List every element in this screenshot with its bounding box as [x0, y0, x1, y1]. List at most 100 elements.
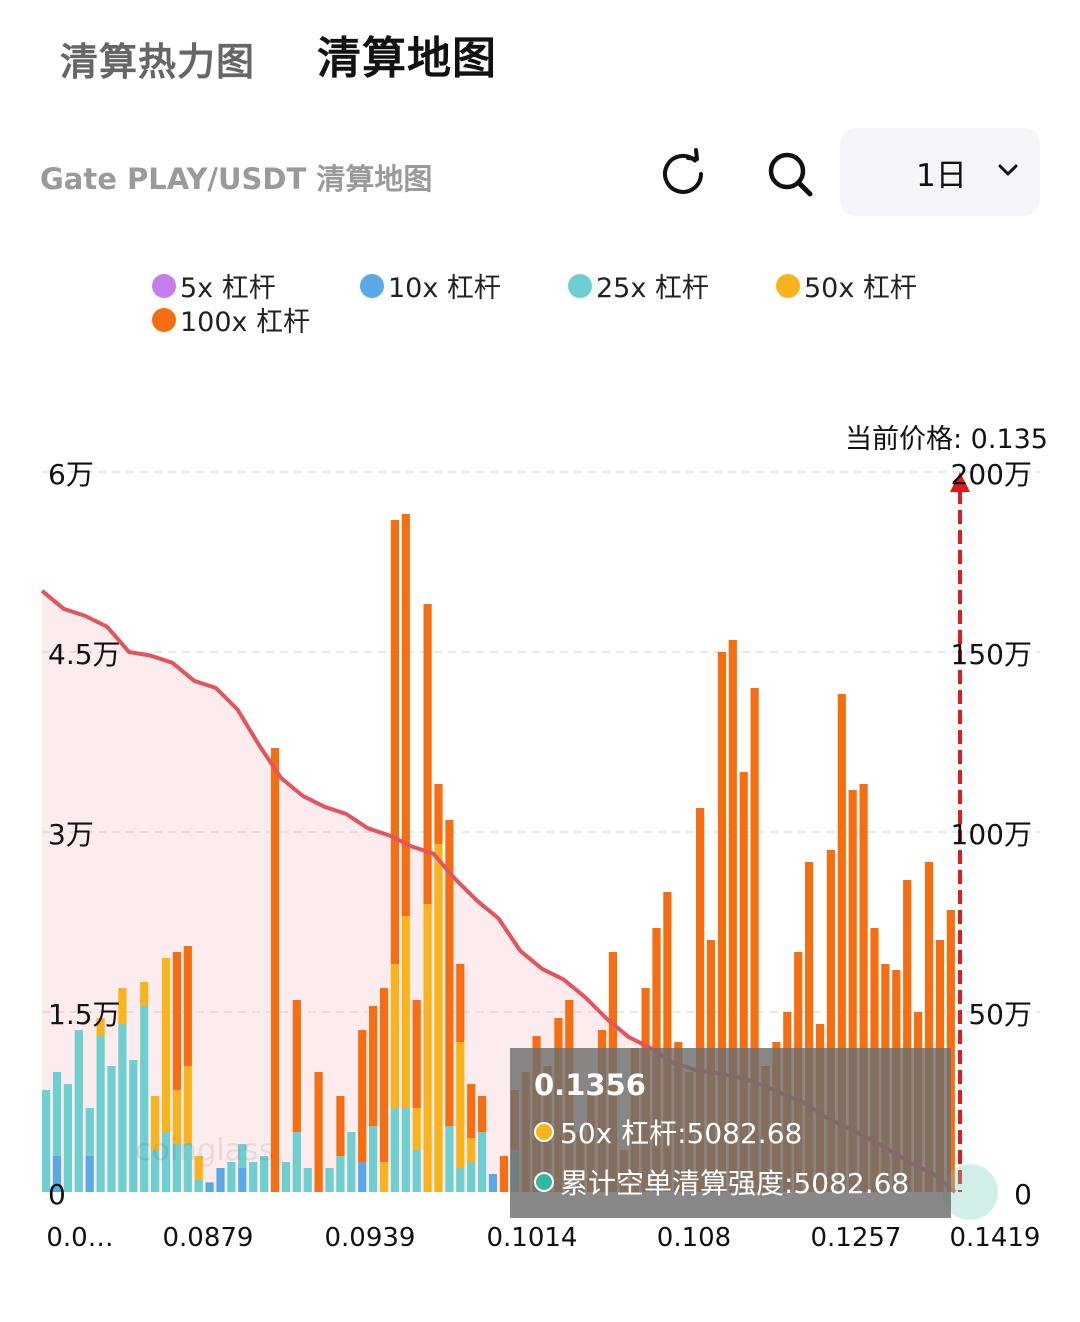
- x-tick-label: 0.0879: [163, 1223, 254, 1253]
- bar-segment: [903, 880, 912, 1192]
- y-right-tick-label: 100万: [951, 818, 1032, 851]
- chevron-down-icon: [996, 158, 1020, 186]
- bar-segment: [358, 1162, 367, 1192]
- bar-segment: [63, 1084, 72, 1192]
- bar-segment: [140, 1006, 149, 1192]
- bar-segment: [183, 946, 192, 1066]
- bar-segment: [478, 1132, 487, 1192]
- bar-segment: [118, 988, 127, 1024]
- y-right-tick-label: 50万: [968, 998, 1032, 1031]
- bar-segment: [303, 1168, 312, 1192]
- bar-segment: [412, 1108, 421, 1150]
- bar-segment: [826, 850, 835, 1192]
- legend-item-5x[interactable]: 5x 杠杆: [152, 266, 276, 305]
- bar-segment: [848, 790, 857, 1192]
- cumulative-area: [42, 590, 955, 1192]
- legend-swatch: [360, 273, 384, 298]
- bar-segment: [238, 1144, 247, 1168]
- current-price-label: 当前价格: 0.135: [845, 424, 1048, 455]
- legend-swatch: [152, 307, 176, 332]
- bar-segment: [456, 964, 465, 1042]
- bar-segment: [750, 688, 759, 1192]
- period-select[interactable]: 1日: [840, 128, 1040, 216]
- bar-segment: [401, 514, 410, 916]
- y-left-tick-label: 1.5万: [48, 998, 121, 1031]
- legend-label: 25x 杠杆: [596, 273, 709, 304]
- bar-segment: [194, 1180, 203, 1192]
- legend-item-50x[interactable]: 50x 杠杆: [776, 266, 917, 305]
- x-tick-label: 0.0939: [325, 1223, 416, 1253]
- y-right-tick-label: 0: [1014, 1178, 1032, 1211]
- bar-segment: [478, 1096, 487, 1132]
- bar-segment: [151, 1150, 160, 1192]
- bar-segment: [434, 844, 443, 1192]
- bar-segment: [369, 1006, 378, 1126]
- search-icon[interactable]: [762, 146, 818, 202]
- bar-segment: [336, 1096, 345, 1156]
- legend-item-100x[interactable]: 100x 杠杆: [152, 300, 310, 339]
- bar-segment: [107, 1066, 116, 1192]
- chart-subtitle: Gate PLAY/USDT 清算地图: [40, 162, 433, 196]
- bar-segment: [227, 1162, 236, 1192]
- legend-item-10x[interactable]: 10x 杠杆: [360, 266, 501, 305]
- bar-segment: [924, 862, 934, 1192]
- bar-segment: [467, 1138, 476, 1162]
- bar-segment: [499, 1156, 508, 1192]
- bar-segment: [412, 1150, 421, 1192]
- bar-segment: [194, 1156, 203, 1180]
- y-left-tick-label: 0: [48, 1178, 66, 1211]
- y-left-tick-label: 6万: [48, 458, 94, 491]
- bar-segment: [467, 1162, 476, 1192]
- bar-segment: [859, 784, 868, 1192]
- bar-segment: [314, 1072, 323, 1192]
- bar-segment: [423, 904, 432, 1192]
- bar-segment: [129, 1060, 138, 1192]
- x-tick-label: 0.0…: [46, 1223, 113, 1253]
- tab-liquidation-heatmap[interactable]: 清算热力图: [60, 40, 256, 84]
- bar-segment: [663, 892, 672, 1192]
- bar-segment: [390, 520, 399, 964]
- bar-segment: [488, 1174, 498, 1192]
- bar-segment: [183, 1066, 192, 1144]
- bar-segment: [205, 1182, 214, 1192]
- tooltip-row: 50x 杠杆:5082.68: [534, 1112, 927, 1152]
- bar-segment: [379, 1162, 389, 1192]
- legend-label: 100x 杠杆: [180, 307, 311, 338]
- bar-segment: [696, 808, 705, 1192]
- bar-segment: [249, 1162, 258, 1192]
- bar-segment: [216, 1168, 225, 1192]
- bar-segment: [52, 1156, 62, 1192]
- bar-segment: [423, 604, 432, 904]
- y-left-tick-label: 4.5万: [48, 638, 121, 671]
- tooltip-row-label: 累计空单清算强度:5082.68: [560, 1167, 910, 1200]
- y-right-tick-label: 150万: [951, 638, 1032, 671]
- legend-item-25x[interactable]: 25x 杠杆: [568, 266, 709, 305]
- bar-segment: [151, 1096, 160, 1150]
- bar-segment: [347, 1132, 356, 1192]
- bar-segment: [445, 820, 454, 1126]
- bar-segment: [74, 1030, 83, 1192]
- period-value: 1日: [916, 157, 967, 194]
- watermark: coinglass: [135, 1133, 274, 1168]
- bar-segment: [390, 964, 399, 1108]
- legend-label: 10x 杠杆: [388, 273, 501, 304]
- bar-segment: [172, 1090, 181, 1144]
- chart-tooltip: 0.1356 50x 杠杆:5082.68 累计空单清算强度:5082.68: [510, 1048, 951, 1218]
- x-tick-label: 0.1419: [950, 1223, 1041, 1253]
- bar-segment: [728, 640, 737, 1192]
- scroll-handle-icon: [942, 1164, 998, 1220]
- refresh-icon[interactable]: [655, 146, 711, 202]
- bar-segment: [172, 952, 181, 1090]
- bar-segment: [467, 1084, 476, 1138]
- bar-segment: [85, 1108, 94, 1156]
- legend-swatch: [152, 273, 176, 298]
- current-price-arrow: [950, 472, 970, 492]
- tab-liquidation-map[interactable]: 清算地图: [317, 33, 498, 84]
- bar-segment: [118, 1024, 127, 1192]
- bar-segment: [390, 1108, 399, 1192]
- y-right-tick-label: 200万: [951, 458, 1032, 491]
- legend-swatch: [568, 273, 592, 298]
- x-tick-label: 0.108: [657, 1223, 731, 1253]
- bar-segment: [42, 1090, 51, 1192]
- bar-segment: [270, 748, 280, 1192]
